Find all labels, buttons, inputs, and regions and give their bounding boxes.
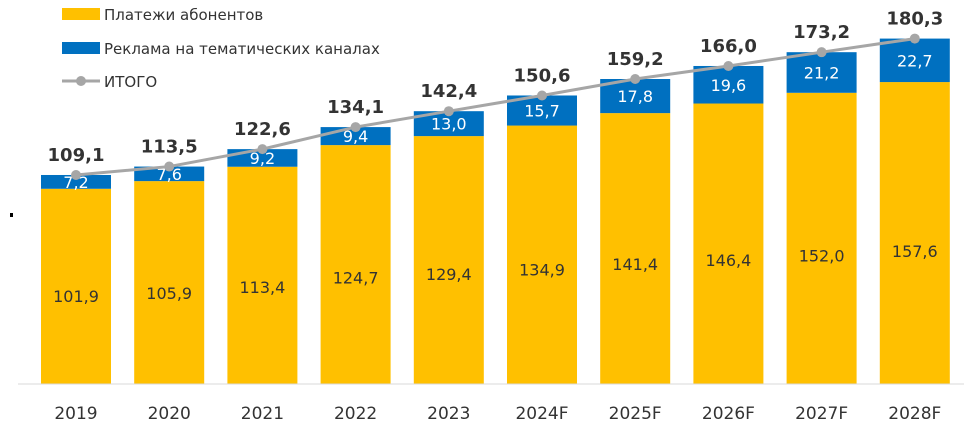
legend: Платежи абонентов Реклама на тематически…	[62, 6, 380, 91]
total-point-2025F	[630, 74, 641, 85]
label-advertising-2021: 9,2	[250, 149, 275, 168]
label-advertising-2023: 13,0	[431, 115, 467, 134]
total-point-2028F	[909, 33, 920, 44]
bar-advertising-2028F	[879, 38, 950, 83]
x-tick-2024F: 2024F	[515, 404, 568, 424]
label-total-2025F: 159,2	[607, 49, 664, 70]
total-line-layer	[71, 33, 920, 180]
legend-item-subscriber-payments: Платежи абонентов	[62, 6, 263, 24]
label-total-2019: 109,1	[48, 145, 105, 166]
label-subscriber-payments-2025F: 141,4	[612, 255, 658, 274]
legend-label-total: ИТОГО	[104, 73, 157, 91]
label-advertising-2022: 9,4	[343, 127, 368, 146]
label-total-2024F: 150,6	[514, 65, 571, 86]
label-total-2023: 142,4	[420, 81, 477, 102]
label-subscriber-payments-2019: 101,9	[53, 287, 99, 306]
total-point-2021	[257, 144, 268, 155]
label-subscriber-payments-2023: 129,4	[426, 265, 472, 284]
bars-layer	[41, 38, 950, 385]
label-advertising-2024F: 15,7	[524, 102, 560, 121]
label-total-2026F: 166,0	[700, 36, 757, 57]
bar-advertising-2020	[134, 166, 205, 182]
total-point-2019	[71, 169, 81, 180]
label-total-2028F: 180,3	[886, 9, 943, 30]
bar-subscriber-payments-2024F	[507, 125, 577, 384]
left-edge-mark	[10, 213, 13, 217]
bar-subscriber-payments-2028F	[879, 82, 950, 384]
x-tick-2026F: 2026F	[702, 404, 755, 424]
x-tick-2025F: 2025F	[609, 404, 662, 424]
label-advertising-2027F: 21,2	[804, 63, 840, 82]
x-tick-2019: 2019	[54, 404, 97, 424]
label-advertising-2026F: 19,6	[711, 76, 747, 95]
x-tick-2027F: 2027F	[795, 404, 848, 424]
label-subscriber-payments-2022: 124,7	[333, 269, 379, 288]
x-tick-2028F: 2028F	[888, 404, 941, 424]
label-total-2021: 122,6	[234, 119, 291, 140]
legend-label-subscriber-payments: Платежи абонентов	[104, 6, 263, 24]
bar-subscriber-payments-2027F	[786, 92, 857, 385]
label-advertising-2028F: 22,7	[897, 51, 933, 70]
legend-item-total: ИТОГО	[62, 73, 157, 91]
x-tick-2020: 2020	[148, 404, 191, 424]
label-subscriber-payments-2028F: 157,6	[892, 242, 938, 261]
bar-advertising-2019	[41, 174, 111, 189]
legend-marker-total	[76, 76, 86, 86]
bar-subscriber-payments-2026F	[693, 103, 764, 385]
bar-advertising-2025F	[600, 79, 671, 114]
label-subscriber-payments-2021: 113,4	[239, 278, 285, 297]
bar-advertising-2027F	[786, 52, 857, 93]
segment-labels-layer: 101,9 7,2 105,9 7,6 113,4 9,2 124,7 9,4 129,4 13,…	[53, 51, 938, 306]
label-total-2027F: 173,2	[793, 22, 850, 43]
total-point-2024F	[537, 90, 547, 101]
total-line	[75, 37, 916, 177]
total-point-2022	[350, 122, 361, 133]
x-tick-labels: 2019 2020 2021 2022 2023 2024F 2025F 2026F 2027F…	[54, 404, 941, 424]
bar-subscriber-payments-2025F	[600, 113, 671, 385]
label-subscriber-payments-2024F: 134,9	[519, 260, 565, 279]
label-advertising-2020: 7,6	[156, 165, 181, 184]
total-labels-layer: 109,1 113,5 122,6 134,1 142,4 150,6 159,2 166,0…	[48, 9, 944, 166]
x-tick-2021: 2021	[241, 404, 284, 424]
total-point-2027F	[816, 47, 827, 58]
bar-subscriber-payments-2020	[134, 181, 205, 384]
total-point-2026F	[723, 60, 734, 71]
legend-item-advertising: Реклама на тематических каналах	[62, 40, 380, 58]
label-subscriber-payments-2027F: 152,0	[799, 247, 845, 266]
legend-label-advertising: Реклама на тематических каналах	[104, 40, 380, 58]
legend-swatch-subscriber-payments	[62, 8, 100, 20]
x-tick-2022: 2022	[334, 404, 377, 424]
total-point-2020	[164, 161, 175, 172]
bar-subscriber-payments-2021	[227, 166, 298, 384]
label-total-2020: 113,5	[141, 137, 198, 158]
bar-subscriber-payments-2023	[413, 136, 484, 384]
bar-subscriber-payments-2022	[320, 145, 391, 384]
label-advertising-2025F: 17,8	[617, 87, 653, 106]
label-subscriber-payments-2026F: 146,4	[705, 251, 751, 270]
label-advertising-2019: 7,2	[63, 173, 88, 192]
label-total-2022: 134,1	[327, 97, 384, 118]
label-subscriber-payments-2020: 105,9	[146, 284, 192, 303]
x-tick-2023: 2023	[427, 404, 470, 424]
bar-advertising-2026F	[693, 65, 764, 104]
legend-swatch-advertising	[62, 42, 100, 54]
bar-subscriber-payments-2019	[41, 188, 111, 384]
total-point-2023	[443, 106, 454, 117]
